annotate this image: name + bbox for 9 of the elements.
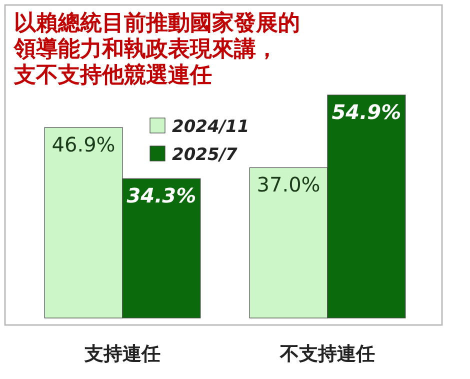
data-label: 34.3% bbox=[126, 184, 196, 208]
legend-label: 2025/7 bbox=[172, 145, 238, 165]
data-label: 37.0% bbox=[256, 172, 320, 197]
data-label: 46.9% bbox=[52, 132, 116, 156]
x-tick-label: 不支持連任 bbox=[279, 343, 375, 365]
chart-title: 以賴總統目前推動國家發展的領導能力和執政表現來講，支不支持他競選連任 bbox=[13, 10, 300, 88]
data-label: 54.9% bbox=[332, 100, 402, 124]
x-tick-label: 支持連任 bbox=[84, 343, 160, 365]
legend-label: 2024/11 bbox=[172, 117, 250, 137]
